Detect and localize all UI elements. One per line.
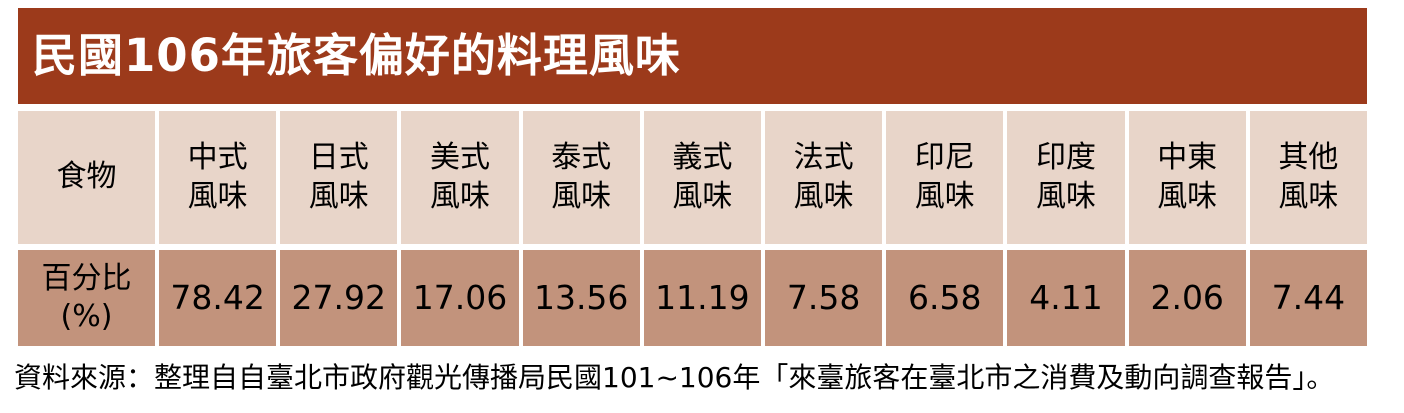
corner-cell: 食物 bbox=[18, 111, 155, 244]
header-cell-5: 義式 風味 bbox=[643, 111, 761, 244]
value-cell-10: 7.44 bbox=[1249, 250, 1367, 346]
header-line2: 風味 bbox=[1278, 178, 1339, 214]
header-line1: 美式 bbox=[429, 140, 490, 176]
header-cell-6: 法式 風味 bbox=[764, 111, 883, 244]
header-cell-7: 印尼 風味 bbox=[886, 111, 1004, 244]
header-line2: 風味 bbox=[1157, 178, 1218, 214]
value-cell-2: 27.92 bbox=[280, 250, 398, 346]
value-cell-1: 78.42 bbox=[159, 250, 277, 346]
row-label-cell: 百分比 (%) bbox=[18, 250, 155, 346]
header-line2: 風味 bbox=[1035, 178, 1096, 214]
header-cell-10: 其他 風味 bbox=[1249, 111, 1367, 244]
value-cell-4: 13.56 bbox=[522, 250, 640, 346]
header-line2: 風味 bbox=[429, 178, 490, 214]
header-line1: 中式 bbox=[187, 140, 248, 176]
header-line1: 義式 bbox=[672, 140, 733, 176]
page-title: 民國106年旅客偏好的料理風味 bbox=[32, 28, 681, 82]
value-cell-6: 7.58 bbox=[764, 250, 883, 346]
header-line2: 風味 bbox=[551, 178, 612, 214]
value-cell-5: 11.19 bbox=[643, 250, 761, 346]
header-line1: 泰式 bbox=[551, 140, 612, 176]
row-label-line1: 百分比 bbox=[41, 260, 132, 296]
header-cell-1: 中式 風味 bbox=[159, 111, 277, 244]
header-line2: 風味 bbox=[308, 178, 369, 214]
corner-label: 食物 bbox=[56, 159, 117, 195]
header-cell-4: 泰式 風味 bbox=[522, 111, 640, 244]
header-line2: 風味 bbox=[187, 178, 248, 214]
header-cell-9: 中東 風味 bbox=[1128, 111, 1246, 244]
header-cell-8: 印度 風味 bbox=[1007, 111, 1125, 244]
value-cell-8: 4.11 bbox=[1007, 250, 1125, 346]
header-line1: 印尼 bbox=[914, 140, 975, 176]
header-row: 食物 中式 風味 日式 風味 美式 風味 泰式 風味 義式 風味 法式 風味 印尼 風味 印度 風味 中東 風味其… bbox=[18, 111, 1367, 244]
header-line1: 中東 bbox=[1157, 140, 1218, 176]
value-cell-9: 2.06 bbox=[1128, 250, 1246, 346]
header-line1: 日式 bbox=[308, 140, 369, 176]
header-line1: 印度 bbox=[1035, 140, 1096, 176]
row-label-line2: (%) bbox=[60, 299, 113, 334]
value-row: 百分比 (%) 78.42 27.92 17.06 13.56 11.19 7.58 6.5… bbox=[18, 250, 1367, 346]
source-note: 資料來源：整理自自臺北市政府觀光傳播局民國101~106年「來臺旅客在臺北市之消… bbox=[14, 361, 1335, 394]
header-cell-2: 日式 風味 bbox=[280, 111, 398, 244]
header-line1: 法式 bbox=[793, 140, 854, 176]
value-cell-7: 6.58 bbox=[886, 250, 1004, 346]
value-cell-3: 17.06 bbox=[401, 250, 519, 346]
header-line2: 風味 bbox=[793, 178, 854, 214]
header-line2: 風味 bbox=[914, 178, 975, 214]
header-line2: 風味 bbox=[672, 178, 733, 214]
header-line1: 其他 bbox=[1278, 140, 1339, 176]
title-bar: 民國106年旅客偏好的料理風味 bbox=[18, 8, 1367, 104]
header-cell-3: 美式 風味 bbox=[401, 111, 519, 244]
